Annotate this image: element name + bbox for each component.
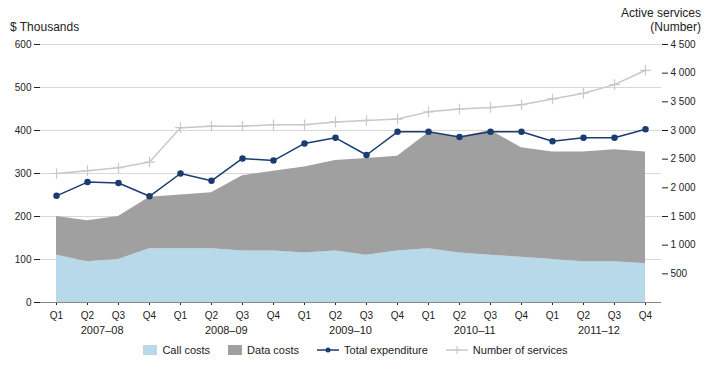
html-text:2010–11: 2010–11: [453, 324, 496, 336]
svg-text:Q3: Q3: [608, 310, 622, 321]
html-text:Call costs: Call costs: [162, 344, 211, 356]
svg-text:Q1: Q1: [422, 310, 436, 321]
svg-text:100: 100: [15, 254, 32, 265]
svg-text:500: 500: [671, 268, 688, 279]
svg-text:2 000: 2 000: [671, 182, 696, 193]
svg-text:200: 200: [15, 211, 32, 222]
svg-text:Q4: Q4: [391, 310, 405, 321]
svg-text:600: 600: [15, 39, 32, 50]
svg-text:4 500: 4 500: [671, 39, 696, 50]
svg-text:300: 300: [15, 168, 32, 179]
svg-text:Q3: Q3: [484, 310, 498, 321]
svg-text:3 000: 3 000: [671, 125, 696, 136]
svg-text:Q2: Q2: [81, 310, 95, 321]
html-text:Total expenditure: Total expenditure: [344, 344, 428, 356]
html-text:Number of services: Number of services: [472, 344, 568, 356]
svg-text:3 500: 3 500: [671, 96, 696, 107]
html-text:Active services (Number): Active services (Number): [621, 6, 701, 34]
html-text:$ Thousands: $ Thousands: [10, 20, 80, 34]
svg-text:Q2: Q2: [329, 310, 343, 321]
svg-text:Q1: Q1: [174, 310, 188, 321]
html-text:2008–09: 2008–09: [204, 324, 248, 336]
svg-text:Q3: Q3: [112, 310, 126, 321]
svg-text:Q1: Q1: [546, 310, 560, 321]
svg-text:Q2: Q2: [453, 310, 467, 321]
svg-text:Q3: Q3: [360, 310, 374, 321]
svg-text:1 000: 1 000: [671, 239, 696, 250]
svg-text:Q4: Q4: [639, 310, 653, 321]
svg-text:400: 400: [15, 125, 32, 136]
svg-text:Q2: Q2: [205, 310, 219, 321]
svg-text:1 500: 1 500: [671, 211, 696, 222]
svg-text:Q1: Q1: [298, 310, 312, 321]
html-text:2009–10: 2009–10: [329, 324, 372, 336]
svg-text:Q3: Q3: [236, 310, 250, 321]
svg-text:4 000: 4 000: [671, 67, 696, 78]
svg-text:Q4: Q4: [515, 310, 529, 321]
svg-text:Q2: Q2: [577, 310, 591, 321]
svg-text:Q1: Q1: [50, 310, 64, 321]
svg-text:2 500: 2 500: [671, 153, 696, 164]
svg-text:0: 0: [26, 297, 32, 308]
html-text:2007–08: 2007–08: [80, 324, 124, 336]
html-text:Data costs: Data costs: [247, 344, 299, 356]
svg-text:Q4: Q4: [143, 310, 157, 321]
svg-text:Q4: Q4: [267, 310, 281, 321]
html-text:2011–12: 2011–12: [577, 324, 620, 336]
svg-text:500: 500: [15, 82, 32, 93]
